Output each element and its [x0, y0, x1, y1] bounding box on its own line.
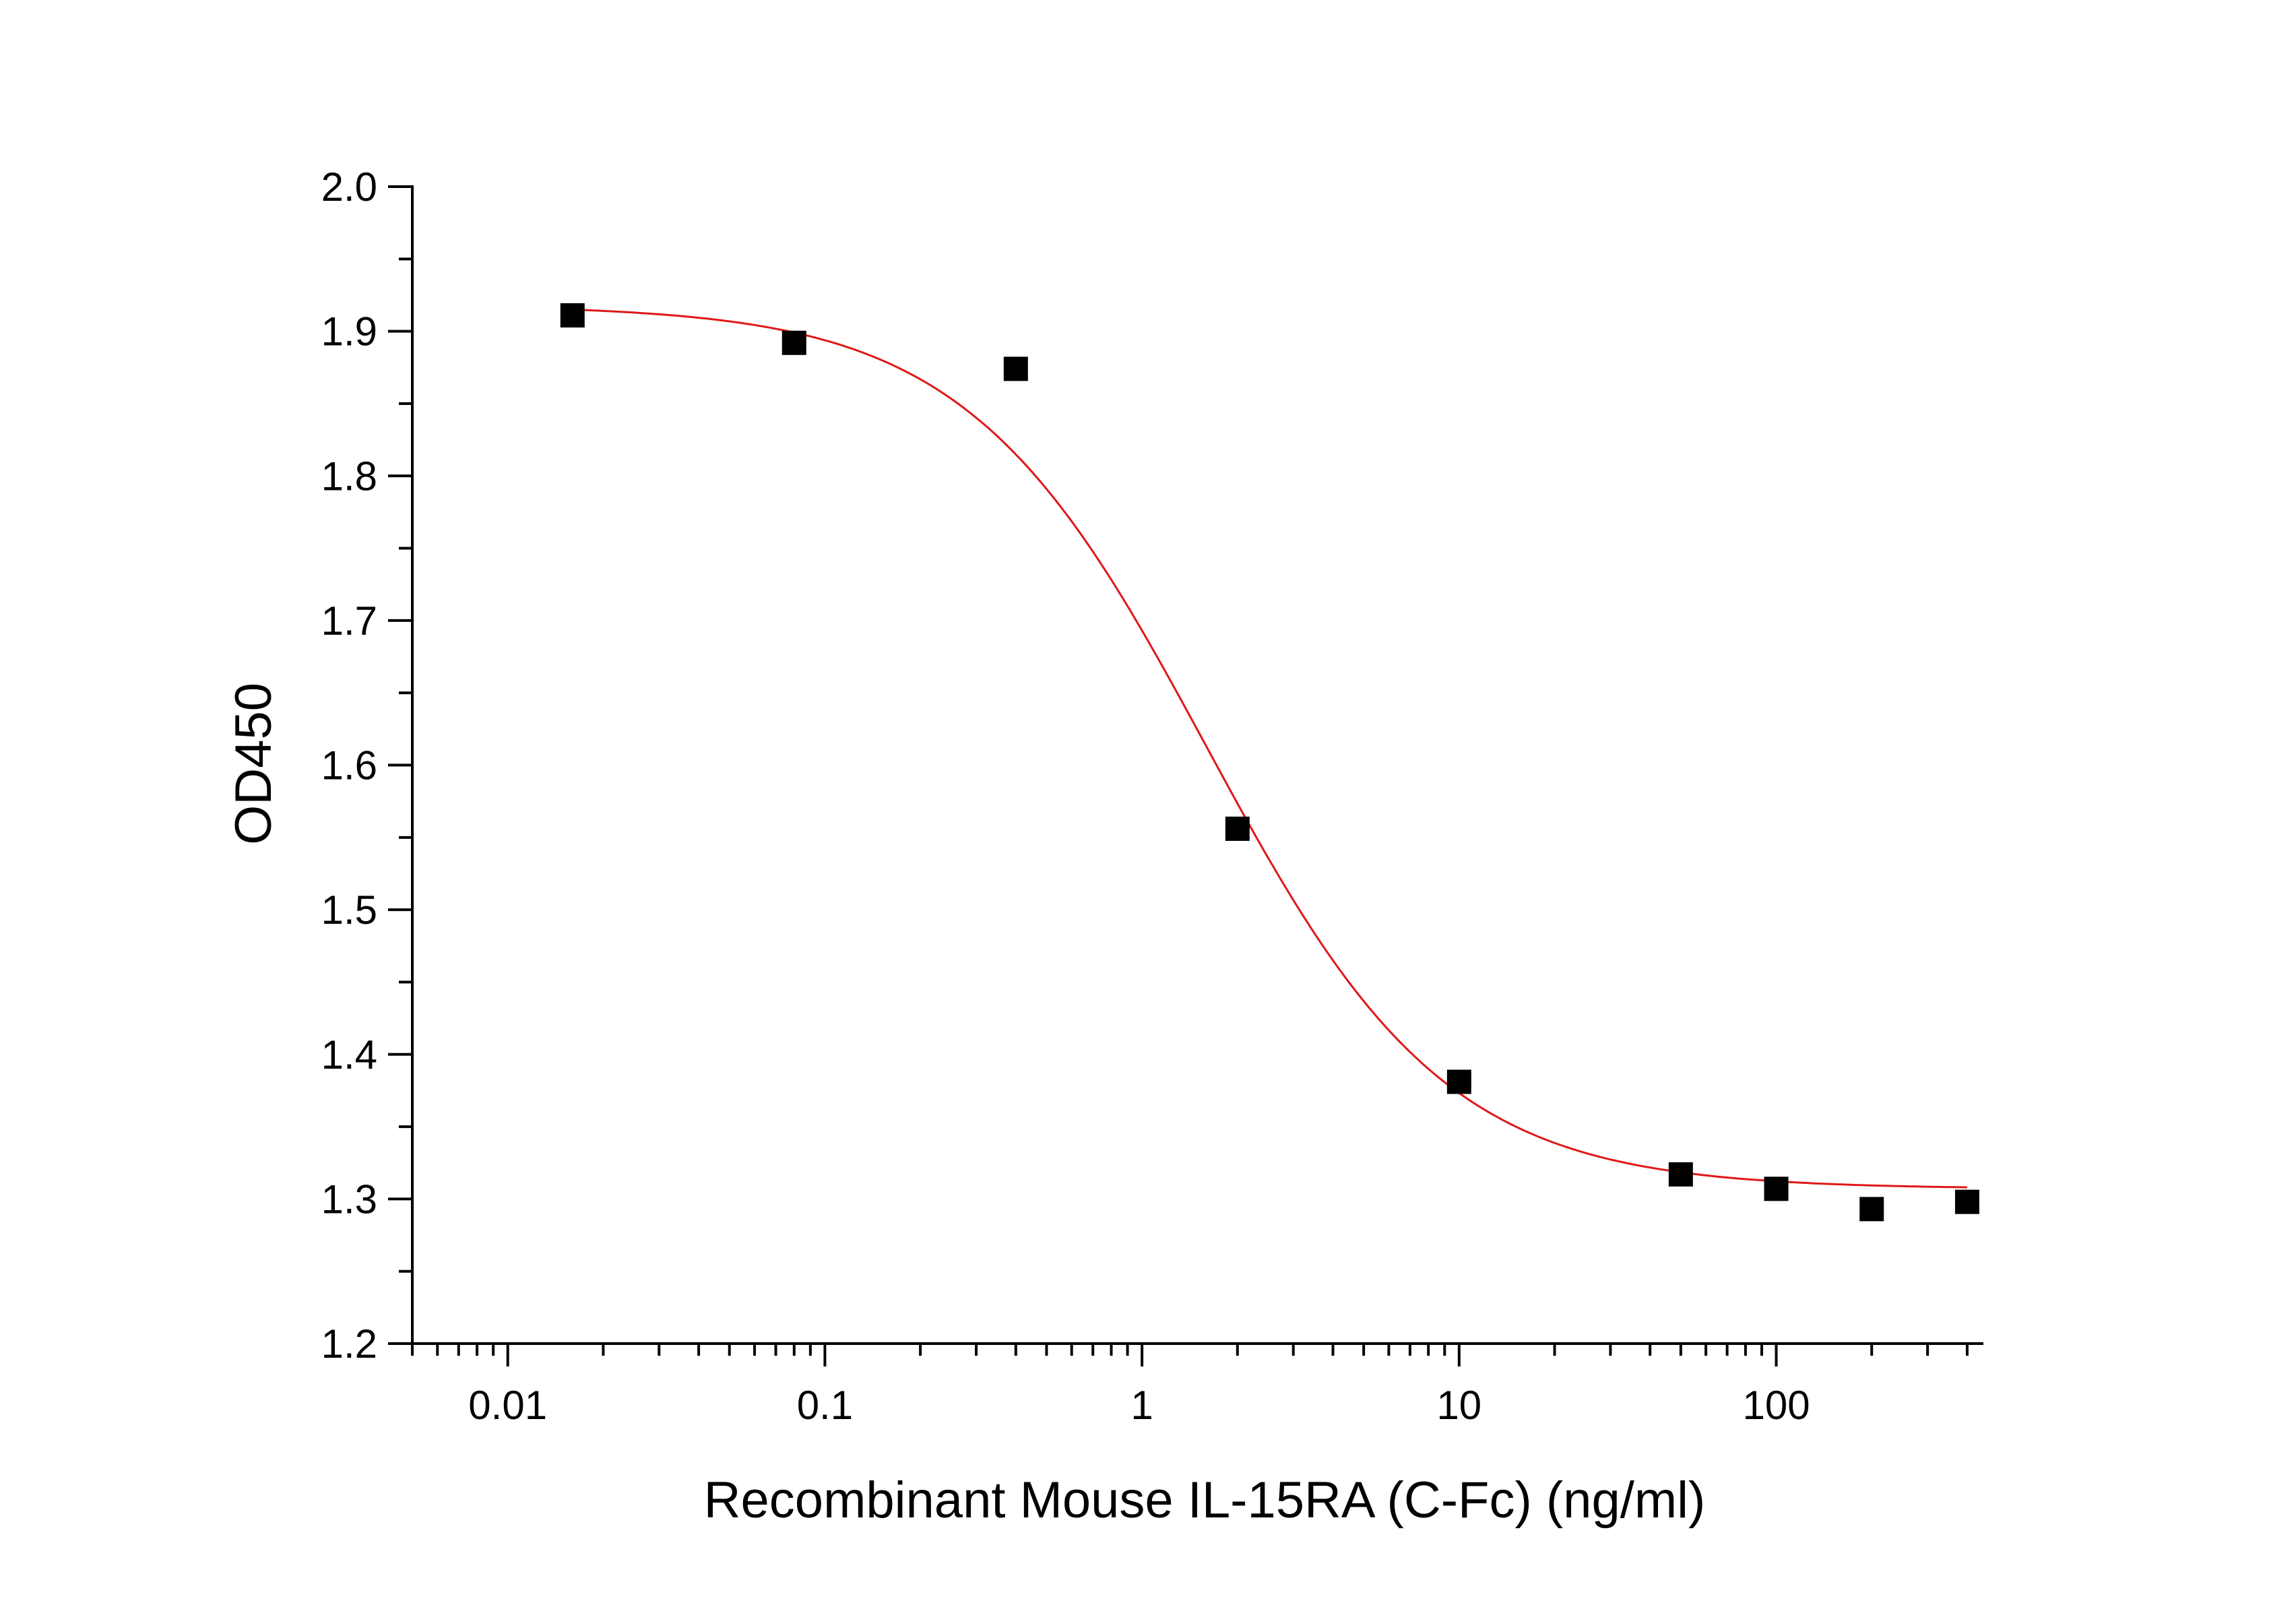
data-point [1225, 816, 1250, 841]
fit-curve-layer [572, 309, 1967, 1189]
y-tick-label: 1.9 [321, 309, 377, 354]
x-tick-label: 0.1 [797, 1383, 853, 1428]
data-point [1668, 1162, 1693, 1187]
y-tick-label: 1.6 [321, 743, 377, 788]
x-tick-label: 0.01 [468, 1383, 547, 1428]
y-tick-label: 1.3 [321, 1176, 377, 1222]
y-tick-label: 1.8 [321, 453, 377, 499]
y-tick-label: 1.7 [321, 598, 377, 643]
labels-layer: Recombinant Mouse IL-15RA (C-Fc) (ng/ml)… [225, 164, 1810, 1529]
y-tick-label: 1.5 [321, 887, 377, 933]
data-point [1003, 356, 1028, 381]
data-point [560, 303, 585, 328]
fit-curve-line [572, 309, 1967, 1189]
y-tick-label: 2.0 [321, 164, 377, 210]
axes [388, 185, 1983, 1366]
y-tick-label: 1.4 [321, 1032, 377, 1077]
x-axis-title: Recombinant Mouse IL-15RA (C-Fc) (ng/ml) [704, 1472, 1706, 1529]
y-axis-title: OD450 [225, 683, 282, 845]
data-point [1764, 1176, 1789, 1201]
y-tick-label: 1.2 [321, 1321, 377, 1366]
x-tick-label: 1 [1130, 1383, 1153, 1428]
x-tick-label: 10 [1436, 1383, 1481, 1428]
data-point [1859, 1197, 1884, 1222]
data-point [782, 330, 806, 355]
x-tick-label: 100 [1742, 1383, 1810, 1428]
data-point [1446, 1069, 1471, 1094]
data-point [1954, 1189, 1979, 1214]
data-points-layer [560, 303, 1979, 1222]
